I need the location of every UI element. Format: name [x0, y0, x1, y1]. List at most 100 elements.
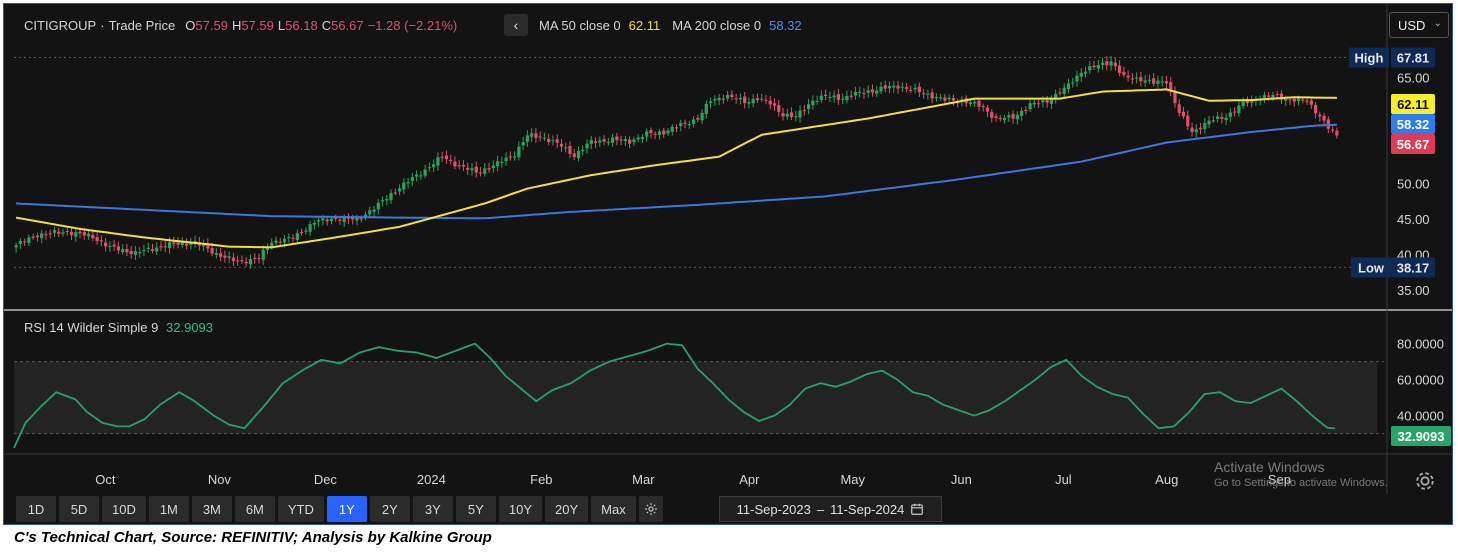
- ma200-axis-label-bg: [1391, 114, 1435, 134]
- candle-body: [321, 218, 325, 221]
- range-6m-button[interactable]: 6M: [234, 496, 275, 522]
- candle-body: [909, 90, 913, 92]
- candle-body: [167, 242, 172, 249]
- range-max-button[interactable]: Max: [591, 496, 636, 522]
- range-3y-button[interactable]: 3Y: [412, 496, 453, 522]
- range-3m-button[interactable]: 3M: [191, 496, 232, 522]
- candle-body: [1019, 110, 1024, 116]
- candle-body: [1028, 103, 1032, 110]
- candle-body: [65, 230, 69, 232]
- range-settings-button[interactable]: [638, 496, 663, 522]
- candle-body: [836, 94, 840, 100]
- candle-body: [653, 133, 657, 135]
- last-price-label-bg: [1391, 134, 1435, 154]
- high-label: H: [231, 17, 242, 33]
- candle-body: [1203, 122, 1207, 130]
- candle-body: [998, 117, 1002, 119]
- candle-body: [900, 86, 904, 88]
- candle-body: [615, 136, 619, 141]
- candle-body: [862, 93, 866, 95]
- candle-body: [210, 248, 214, 254]
- price-tick-label: 35.00: [1397, 283, 1430, 298]
- candle-body: [917, 86, 921, 93]
- candle-body: [1164, 81, 1169, 84]
- candle-body: [585, 143, 589, 149]
- candle-body: [121, 249, 125, 252]
- candle-body: [534, 133, 538, 138]
- close-label: C: [321, 17, 332, 33]
- candle-body: [240, 260, 244, 262]
- open-value: 57.59: [195, 17, 228, 33]
- candle-body: [270, 242, 274, 247]
- range-10d-button[interactable]: 10D: [102, 496, 146, 522]
- watermark-line2: Go to Settings to activate Windows.: [1214, 477, 1388, 489]
- range-1y-button[interactable]: 1Y: [326, 496, 367, 522]
- candle-body: [18, 240, 22, 244]
- range-toolbar: 1D 5D 10D 1M 3M 6M YTD 1Y 2Y 3Y 5Y 10Y 2…: [16, 496, 666, 522]
- candle-body: [743, 96, 747, 104]
- rsi-label: RSI 14 Wilder Simple 9: [24, 320, 159, 335]
- candle-body: [172, 242, 176, 244]
- price-chart[interactable]: 35.0040.0045.0050.0055.0060.0065.0040.00…: [4, 4, 1453, 525]
- candle-body: [440, 156, 444, 158]
- candle-body: [691, 119, 696, 124]
- candle-body: [52, 230, 57, 233]
- candle-body: [858, 91, 862, 93]
- candle-body: [1062, 87, 1066, 94]
- candle-body: [1241, 101, 1245, 107]
- candle-body: [453, 161, 457, 167]
- candle-body: [704, 103, 708, 115]
- range-ytd-button[interactable]: YTD: [277, 496, 324, 522]
- chart-frame: 35.0040.0045.0050.0055.0060.0065.0040.00…: [3, 3, 1453, 525]
- candle-body: [466, 167, 470, 170]
- candle-body: [981, 106, 985, 108]
- chart-settings-button[interactable]: [1414, 470, 1436, 492]
- candle-body: [1083, 71, 1088, 74]
- range-10y-button[interactable]: 10Y: [498, 496, 542, 522]
- candle-body: [150, 249, 155, 251]
- candle-body: [628, 139, 632, 144]
- candle-body: [1279, 93, 1284, 100]
- candle-body: [913, 87, 917, 90]
- ma-legend: MA 50 close 0 62.11 MA 200 close 0 58.32: [539, 12, 806, 38]
- candle-body: [606, 141, 610, 143]
- candle-body: [1126, 75, 1130, 78]
- range-1d-button[interactable]: 1D: [16, 496, 56, 522]
- candle-body: [892, 85, 896, 88]
- candle-body: [299, 232, 304, 234]
- candle-body: [806, 104, 811, 110]
- candle-body: [610, 137, 615, 143]
- candle-body: [359, 218, 363, 220]
- candle-body: [402, 182, 406, 190]
- candle-body: [824, 94, 828, 97]
- candle-body: [802, 110, 806, 112]
- candle-body: [91, 234, 95, 239]
- candle-body: [146, 247, 150, 250]
- ma50-value: 62.11: [628, 17, 661, 33]
- candle-body: [1152, 78, 1156, 84]
- candle-body: [125, 248, 129, 253]
- candle-body: [483, 168, 487, 174]
- candle-body: [380, 200, 385, 202]
- range-1m-button[interactable]: 1M: [148, 496, 189, 522]
- candle-body: [1041, 100, 1045, 103]
- time-tick-label: Dec: [314, 472, 338, 487]
- rsi-value: 32.9093: [166, 320, 214, 335]
- ma200-line: [16, 123, 1337, 220]
- candle-body: [559, 143, 564, 147]
- currency-select[interactable]: USD ⌄: [1389, 12, 1449, 38]
- range-5d-button[interactable]: 5D: [59, 496, 99, 522]
- candle-body: [832, 95, 836, 98]
- date-range-picker[interactable]: 11-Sep-2023 – 11-Sep-2024: [719, 496, 942, 522]
- candle-body: [593, 141, 598, 144]
- range-2y-button[interactable]: 2Y: [369, 496, 410, 522]
- range-20y-button[interactable]: 20Y: [545, 496, 589, 522]
- collapse-legend-button[interactable]: ‹: [504, 14, 528, 36]
- range-5y-button[interactable]: 5Y: [455, 496, 496, 522]
- candle-body: [645, 131, 649, 137]
- candle-body: [632, 139, 636, 143]
- candle-body: [687, 123, 691, 125]
- ma50-axis-label-bg: [1391, 94, 1435, 114]
- candle-body: [568, 146, 572, 154]
- high-badge-bg: [1349, 47, 1389, 68]
